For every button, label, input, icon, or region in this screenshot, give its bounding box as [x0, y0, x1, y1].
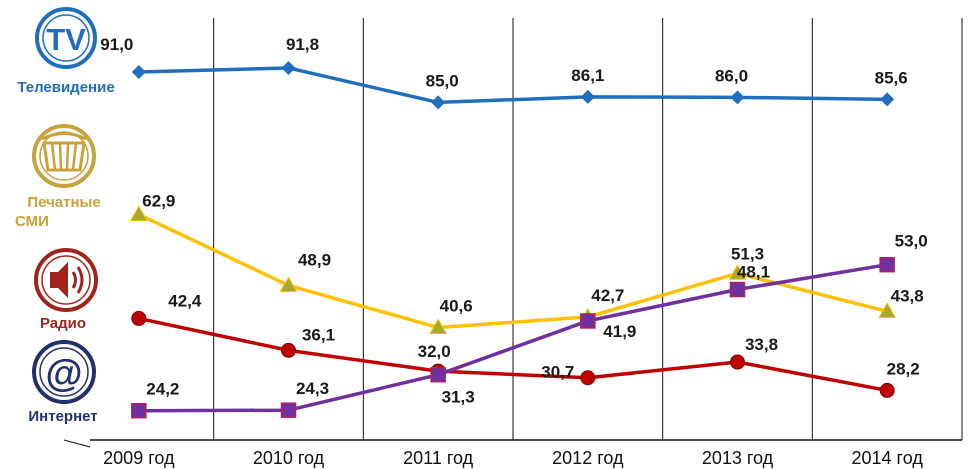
- data-label: 86,0: [715, 66, 748, 85]
- data-label: 24,3: [296, 379, 329, 398]
- data-point: [580, 313, 596, 329]
- data-label: 43,8: [891, 286, 924, 305]
- data-point: [730, 354, 745, 370]
- data-point: [879, 256, 895, 273]
- data-label: 48,9: [298, 250, 331, 269]
- data-point: [880, 92, 895, 107]
- x-tick-label: 2011 год: [403, 448, 473, 468]
- tv-legend: TV Телевидение: [17, 7, 115, 96]
- series-line: [138, 262, 888, 413]
- data-label: 24,2: [146, 380, 179, 399]
- data-labels: 91,0 91,8 85,0 86,1 86,0 85,6 62,9 48,9 40,6 42,7…: [100, 35, 927, 407]
- data-label: 41,9: [603, 322, 636, 341]
- data-label: 53,0: [895, 232, 928, 251]
- chart-grid: [63, 18, 963, 448]
- data-point: [131, 310, 147, 326]
- data-label: 85,0: [426, 71, 459, 90]
- axis-tick-mark: [63, 439, 91, 448]
- at-sign-icon: @: [32, 340, 96, 404]
- data-point: [280, 402, 297, 418]
- data-point: [279, 276, 298, 292]
- data-label: 31,3: [442, 388, 475, 407]
- data-point: [730, 90, 745, 105]
- internet-label: Интернет: [28, 408, 97, 425]
- data-label: 48,1: [737, 263, 770, 282]
- data-point: [431, 95, 446, 110]
- print-label-line2: СМИ: [15, 213, 49, 230]
- data-point: [430, 366, 446, 383]
- data-label: 51,3: [731, 244, 764, 263]
- data-point: [580, 89, 595, 104]
- data-point: [879, 382, 895, 398]
- data-label: 86,1: [571, 66, 604, 85]
- radio-legend: Радио: [34, 248, 98, 332]
- series-0: [131, 60, 895, 110]
- print-legend: Печатные СМИ: [15, 124, 101, 230]
- internet-legend: @ Интернет: [28, 340, 98, 425]
- data-point: [281, 342, 296, 358]
- x-axis-ticks: 2009 год 2010 год 2011 год 2012 год 2013 год…: [103, 448, 923, 468]
- data-label: 91,0: [100, 35, 133, 54]
- data-point: [728, 264, 747, 280]
- series-line: [138, 212, 888, 330]
- data-label: 32,0: [418, 342, 451, 361]
- series-1: [129, 205, 897, 335]
- tv-icon-text: TV: [46, 22, 86, 57]
- x-tick-label: 2012 год: [552, 448, 624, 468]
- data-label: 91,8: [286, 35, 319, 54]
- data-point: [580, 370, 596, 386]
- x-tick-label: 2009 год: [103, 448, 175, 468]
- data-point: [129, 205, 148, 221]
- data-label: 62,9: [142, 191, 175, 210]
- data-point: [131, 402, 147, 419]
- x-tick-label: 2014 год: [851, 448, 923, 468]
- data-point: [131, 65, 146, 79]
- tv-label: Телевидение: [17, 79, 114, 96]
- x-tick-label: 2010 год: [253, 448, 325, 468]
- speaker-icon: [34, 248, 98, 312]
- data-label: 85,6: [875, 68, 908, 87]
- at-sign-icon-text: @: [45, 353, 82, 395]
- series-line: [138, 66, 888, 105]
- newspaper-icon: [32, 124, 96, 188]
- data-point: [281, 60, 296, 75]
- data-label: 42,4: [168, 291, 202, 310]
- data-label: 30,7: [541, 363, 574, 382]
- series-3: [131, 256, 895, 419]
- data-point: [878, 302, 897, 318]
- series-layer: [129, 60, 897, 419]
- data-label: 28,2: [887, 359, 920, 378]
- data-label: 42,7: [591, 286, 624, 305]
- series-line: [138, 316, 888, 393]
- data-label: 40,6: [440, 297, 473, 316]
- data-label: 36,1: [302, 325, 335, 344]
- tv-icon: TV: [35, 7, 97, 69]
- print-label-line1: Печатные: [27, 194, 100, 211]
- data-point: [429, 318, 448, 335]
- data-point: [729, 281, 746, 298]
- x-tick-label: 2013 год: [702, 448, 774, 468]
- data-label: 33,8: [745, 335, 778, 354]
- radio-label: Радио: [40, 315, 86, 332]
